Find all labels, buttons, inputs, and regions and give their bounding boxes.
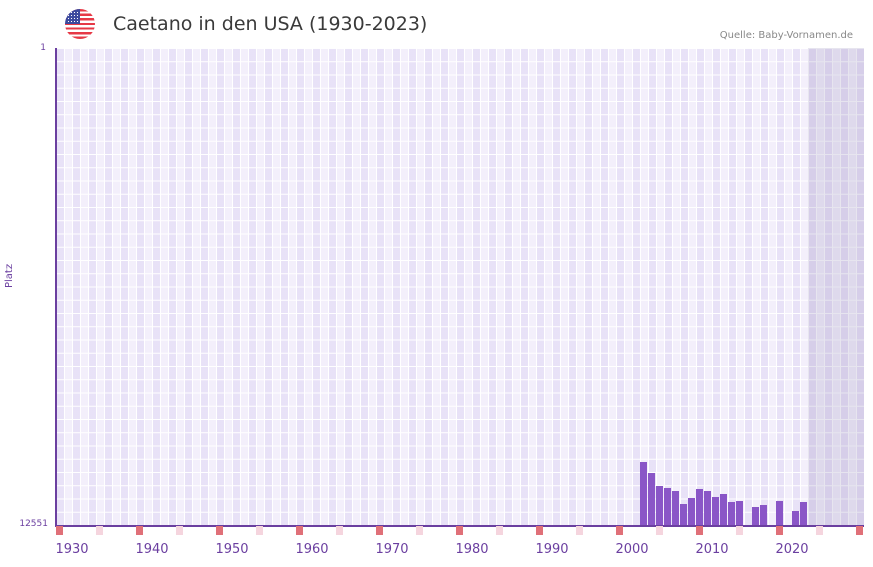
bar-2012[interactable] bbox=[728, 502, 735, 525]
decade-marker bbox=[456, 526, 463, 535]
y-axis-label: Platz bbox=[4, 263, 15, 288]
us-flag-icon bbox=[65, 9, 95, 39]
half-decade-marker bbox=[336, 526, 343, 535]
x-axis-line bbox=[55, 525, 864, 527]
x-tick-1950: 1950 bbox=[215, 542, 249, 557]
bar-2009[interactable] bbox=[704, 491, 711, 525]
decade-marker bbox=[776, 526, 783, 535]
decade-marker bbox=[56, 526, 63, 535]
decade-marker bbox=[296, 526, 303, 535]
y-tick-top: 1 bbox=[40, 43, 46, 53]
future-shaded-region bbox=[808, 48, 864, 525]
decade-marker bbox=[376, 526, 383, 535]
y-tick-bottom: 12551 bbox=[19, 519, 48, 529]
decade-marker bbox=[616, 526, 623, 535]
bar-2021[interactable] bbox=[800, 502, 807, 525]
bar-2004[interactable] bbox=[664, 488, 671, 525]
decade-marker-row bbox=[56, 526, 864, 535]
x-tick-2010: 2010 bbox=[695, 542, 729, 557]
decade-marker bbox=[136, 526, 143, 535]
x-tick-1990: 1990 bbox=[535, 542, 569, 557]
bar-2015[interactable] bbox=[752, 507, 759, 525]
half-decade-marker bbox=[816, 526, 823, 535]
bar-2016[interactable] bbox=[760, 505, 767, 525]
decade-marker bbox=[856, 526, 863, 535]
x-tick-2000: 2000 bbox=[615, 542, 649, 557]
half-decade-marker bbox=[256, 526, 263, 535]
y-axis-line bbox=[55, 48, 57, 526]
bar-2006[interactable] bbox=[680, 504, 687, 525]
decade-marker bbox=[216, 526, 223, 535]
x-tick-1940: 1940 bbox=[135, 542, 169, 557]
bar-2018[interactable] bbox=[776, 501, 783, 525]
x-tick-1970: 1970 bbox=[375, 542, 409, 557]
x-tick-1960: 1960 bbox=[295, 542, 329, 557]
x-tick-2020: 2020 bbox=[775, 542, 809, 557]
x-tick-1930: 1930 bbox=[55, 542, 89, 557]
bar-2002[interactable] bbox=[648, 473, 655, 525]
half-decade-marker bbox=[576, 526, 583, 535]
decade-marker bbox=[696, 526, 703, 535]
chart-header: Caetano in den USA (1930-2023) Quelle: B… bbox=[0, 0, 873, 48]
half-decade-marker bbox=[176, 526, 183, 535]
half-decade-marker bbox=[496, 526, 503, 535]
bar-2005[interactable] bbox=[672, 491, 679, 525]
source-label: Quelle: Baby-Vornamen.de bbox=[719, 30, 853, 41]
chart-title: Caetano in den USA (1930-2023) bbox=[113, 13, 428, 35]
decade-marker bbox=[536, 526, 543, 535]
half-decade-marker bbox=[96, 526, 103, 535]
half-decade-marker bbox=[736, 526, 743, 535]
bar-2011[interactable] bbox=[720, 494, 727, 525]
bar-2008[interactable] bbox=[696, 489, 703, 525]
plot-area bbox=[56, 48, 864, 525]
bar-2020[interactable] bbox=[792, 511, 799, 525]
half-decade-marker bbox=[416, 526, 423, 535]
x-tick-1980: 1980 bbox=[455, 542, 489, 557]
bar-2010[interactable] bbox=[712, 497, 719, 525]
bar-2001[interactable] bbox=[640, 462, 647, 525]
bar-2007[interactable] bbox=[688, 498, 695, 525]
bar-2013[interactable] bbox=[736, 501, 743, 525]
half-decade-marker bbox=[656, 526, 663, 535]
bar-2003[interactable] bbox=[656, 486, 663, 525]
